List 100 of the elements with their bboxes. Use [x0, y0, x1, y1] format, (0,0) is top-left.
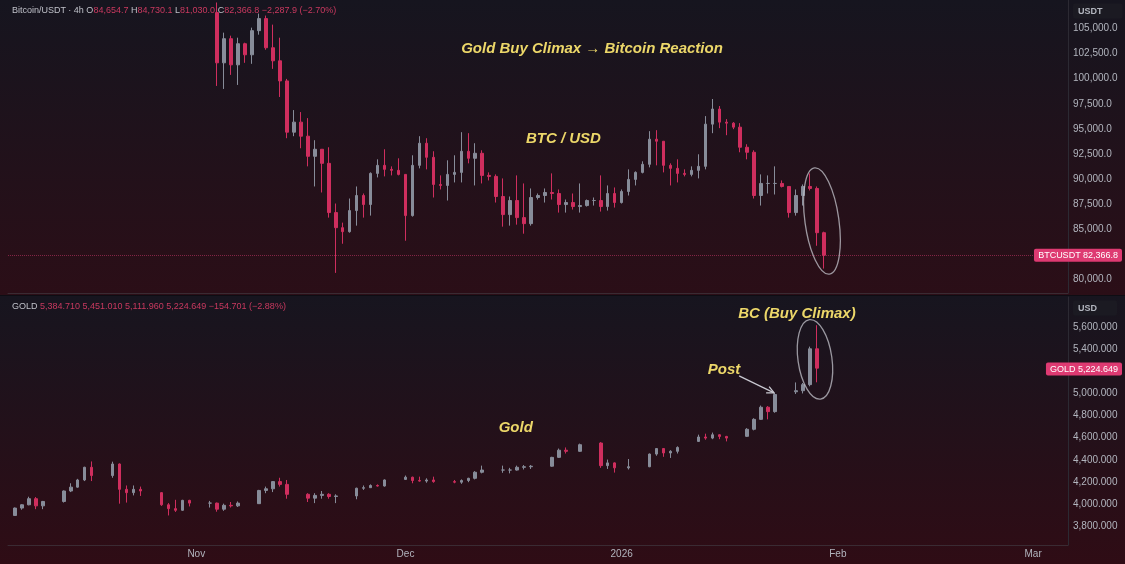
candlestick	[822, 231, 826, 270]
y-axis-title: USDT	[1078, 6, 1103, 16]
candlestick	[83, 466, 86, 482]
x-tick-label: Nov	[187, 547, 206, 559]
candlestick	[236, 500, 240, 508]
candlestick	[557, 188, 561, 214]
candlestick	[376, 158, 379, 178]
annotation: Post	[707, 360, 742, 378]
candlestick	[250, 27, 254, 65]
candlestick	[759, 405, 763, 421]
candlestick	[508, 196, 512, 227]
candlestick	[655, 129, 658, 166]
candlestick	[215, 502, 219, 513]
x-tick-label: Dec	[396, 547, 415, 559]
candlestick	[383, 148, 386, 177]
candlestick	[181, 499, 184, 512]
candlestick	[585, 199, 589, 208]
x-tick-label: 2026	[610, 547, 634, 559]
candlestick	[432, 150, 435, 199]
candlestick	[439, 174, 442, 190]
candlestick	[787, 185, 791, 219]
candlestick	[264, 15, 268, 51]
candlestick	[369, 483, 372, 489]
y-tick-label: 4,800.000	[1073, 409, 1118, 421]
y-tick-label: 102,500.0	[1073, 47, 1118, 59]
candlestick	[76, 478, 79, 489]
candlestick	[613, 186, 616, 209]
candlestick	[662, 140, 665, 173]
candlestick	[766, 174, 770, 194]
annotation: BTC / USD	[525, 128, 602, 146]
candlestick	[794, 188, 798, 217]
candlestick	[125, 484, 128, 504]
y-tick-label: 4,000.000	[1073, 497, 1118, 509]
candlestick	[355, 185, 358, 227]
candlestick	[627, 168, 630, 196]
candlestick	[432, 476, 435, 484]
y-tick-label: 80,000.0	[1073, 273, 1113, 285]
candlestick	[229, 35, 233, 76]
candlestick	[132, 484, 135, 496]
candlestick	[711, 98, 714, 134]
candlestick	[669, 449, 672, 459]
candlestick	[229, 501, 233, 509]
candlestick	[271, 24, 275, 70]
candlestick	[752, 149, 756, 200]
y-tick-label: 92,500.0	[1073, 147, 1113, 159]
candlestick	[306, 117, 310, 167]
candlestick	[27, 496, 31, 506]
candlestick	[139, 486, 142, 497]
candlestick	[285, 479, 289, 500]
candlestick	[669, 162, 672, 186]
candlestick	[613, 461, 616, 474]
candlestick	[704, 433, 707, 441]
candlestick	[550, 172, 554, 201]
candlestick	[334, 493, 338, 504]
y-tick-label: 85,000.0	[1073, 223, 1113, 235]
text: GOLD 5,384.710 5,451.010 5,111.960 5,224.649 −154.701 (−2.88%)	[12, 301, 286, 311]
candlestick	[487, 171, 491, 181]
candlestick	[362, 192, 365, 219]
candlestick	[752, 417, 756, 431]
candlestick	[606, 184, 609, 212]
y-tick-label: 97,500.0	[1073, 97, 1113, 109]
candlestick	[725, 118, 728, 136]
candlestick	[480, 465, 484, 474]
candlestick	[327, 492, 331, 500]
candlestick	[564, 199, 568, 214]
candlestick	[62, 489, 66, 504]
candlestick	[718, 433, 721, 440]
candlestick	[690, 165, 693, 177]
candlestick	[111, 461, 114, 479]
annotation: BC (Buy Climax)	[738, 303, 856, 321]
y-tick-label: 95,000.0	[1073, 122, 1113, 134]
candlestick	[515, 465, 519, 472]
candlestick	[160, 491, 163, 507]
candlestick	[411, 154, 414, 218]
candlestick	[243, 42, 247, 64]
candlestick	[390, 165, 393, 176]
candlestick	[313, 492, 317, 504]
candlestick	[334, 203, 338, 274]
candlestick	[773, 392, 777, 414]
candlestick	[473, 142, 477, 186]
candlestick	[745, 143, 749, 160]
candlestick	[222, 32, 226, 90]
candlestick	[627, 458, 630, 470]
candlestick	[808, 346, 812, 387]
candlestick	[453, 479, 456, 484]
x-tick-label: Mar	[1024, 547, 1043, 559]
ref-line-label: BTCUSDT 82,366.8	[1038, 250, 1118, 261]
candlestick	[738, 122, 742, 153]
candlestick	[257, 13, 261, 36]
y-tick-label: 4,600.000	[1073, 431, 1118, 443]
candlestick	[327, 146, 331, 219]
candlestick	[341, 222, 344, 245]
candlestick	[550, 456, 554, 468]
candlestick	[320, 490, 324, 500]
candlestick	[732, 121, 735, 130]
candlestick	[662, 447, 665, 458]
candlestick	[69, 482, 73, 493]
candlestick	[780, 179, 784, 188]
candlestick	[515, 174, 519, 226]
candlestick	[697, 434, 700, 443]
